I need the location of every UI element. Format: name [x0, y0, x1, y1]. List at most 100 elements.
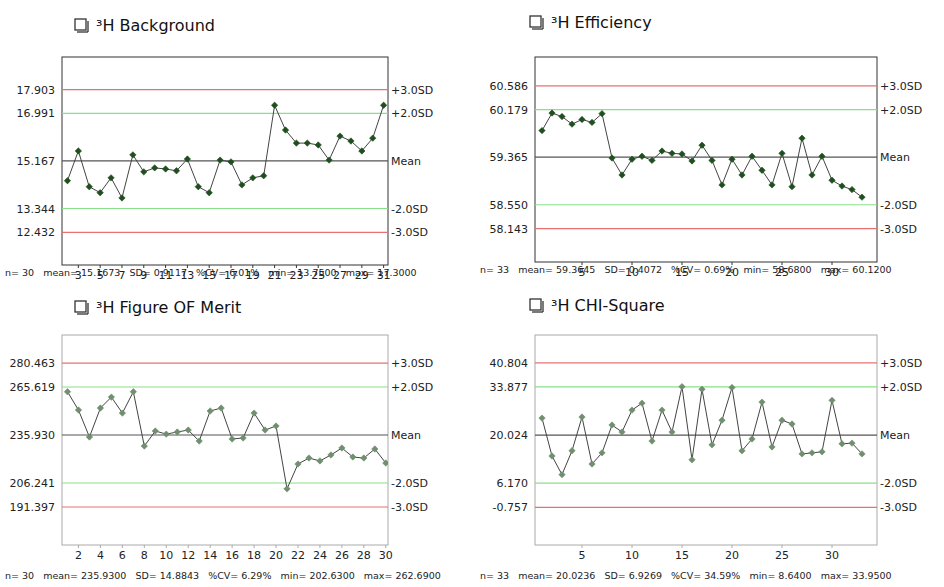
title: ³H Background [96, 16, 215, 35]
control-line [535, 362, 877, 363]
data-point [151, 165, 157, 171]
sd-label: -3.0SD [880, 223, 917, 236]
x-tick [210, 545, 211, 548]
control-line [62, 482, 388, 483]
data-point [739, 172, 745, 178]
y-tick-label: 265.619 [10, 381, 56, 394]
title: ³H Efficiency [551, 13, 652, 32]
data-point [184, 156, 190, 162]
data-point [271, 102, 277, 108]
data-point [86, 434, 92, 440]
data-point [350, 454, 356, 460]
footer-stats: n= 33 mean= 20.0236 SD= 6.9269 %CV= 34.5… [480, 570, 892, 581]
data-point [75, 148, 81, 154]
data-point [163, 431, 169, 437]
y-tick-label: 235.930 [10, 429, 56, 442]
data-point [729, 156, 735, 162]
data-point [261, 173, 267, 179]
sd-label: -3.0SD [391, 226, 428, 239]
data-point [152, 428, 158, 434]
data-point [739, 448, 745, 454]
x-tick [100, 545, 101, 548]
y-tick-label: 60.179 [490, 104, 529, 117]
data-point [729, 384, 735, 390]
data-point [64, 178, 70, 184]
data-point [839, 183, 845, 189]
sd-label: -2.0SD [391, 203, 428, 216]
y-tick-label: 58.143 [490, 223, 529, 236]
sd-label: +2.0SD [391, 381, 433, 394]
data-point [569, 448, 575, 454]
x-tick-label: 4 [97, 549, 104, 562]
control-line [535, 386, 877, 387]
data-group [539, 110, 865, 201]
data-point [75, 407, 81, 413]
y-tick-label: 40.804 [490, 357, 529, 370]
footer-stats: n= 33 mean= 59.3645 SD= 0.4072 %CV= 0.69… [480, 264, 892, 275]
control-line [535, 109, 877, 110]
plot-frame [535, 335, 877, 545]
data-point [629, 156, 635, 162]
sd-label: +3.0SD [880, 80, 922, 93]
data-point [251, 410, 257, 416]
x-tick-label: 6 [119, 549, 126, 562]
x-tick-label: 20 [269, 549, 283, 562]
data-point [639, 400, 645, 406]
data-point [679, 151, 685, 157]
panel: ³H Background17.903+3.0SD16.991+2.0SD15.… [5, 16, 433, 282]
data-point [709, 157, 715, 163]
x-tick [341, 545, 342, 548]
series-line [67, 392, 385, 489]
x-tick [166, 545, 167, 548]
sd-label: +2.0SD [880, 104, 922, 117]
x-tick [732, 545, 733, 548]
control-line [62, 232, 388, 233]
control-line [62, 506, 388, 507]
x-tick-label: 5 [579, 549, 586, 562]
title: ³H CHI-Square [551, 296, 665, 315]
sd-label: Mean [391, 155, 421, 168]
data-point [218, 405, 224, 411]
plot-frame [62, 335, 388, 545]
x-tick-label: 26 [335, 549, 349, 562]
data-point [273, 423, 279, 429]
data-point [549, 453, 555, 459]
x-tick-label: 16 [225, 549, 239, 562]
x-tick-label: 8 [141, 549, 148, 562]
data-point [228, 159, 234, 165]
data-point [799, 451, 805, 457]
data-point [759, 167, 765, 173]
control-line [62, 434, 388, 435]
data-point [206, 190, 212, 196]
x-tick-label: 20 [725, 549, 739, 562]
data-point [789, 183, 795, 189]
control-line [62, 362, 388, 363]
y-tick-label: 59.365 [490, 151, 529, 164]
sd-label: +2.0SD [391, 107, 433, 120]
data-point [119, 195, 125, 201]
data-point [579, 116, 585, 122]
background [0, 0, 944, 587]
data-point [829, 397, 835, 403]
x-tick [319, 545, 320, 548]
sd-label: Mean [880, 429, 910, 442]
control-line [535, 157, 877, 158]
control-line [535, 507, 877, 508]
data-point [649, 157, 655, 163]
data-point [359, 148, 365, 154]
data-point [839, 441, 845, 447]
sd-label: Mean [880, 151, 910, 164]
data-point [659, 407, 665, 413]
data-point [284, 486, 290, 492]
data-point [317, 458, 323, 464]
title-icon [532, 311, 543, 312]
data-point [619, 172, 625, 178]
y-tick-label: 15.167 [17, 155, 56, 168]
sd-label: -3.0SD [391, 501, 428, 514]
x-tick [144, 545, 145, 548]
footer-stats: n= 30 mean= 15.1673 SD= 0.9117 %CV= 6.01… [5, 267, 417, 278]
data-point [639, 153, 645, 159]
x-tick-label: 30 [379, 549, 393, 562]
x-tick [363, 545, 364, 548]
data-point [769, 444, 775, 450]
